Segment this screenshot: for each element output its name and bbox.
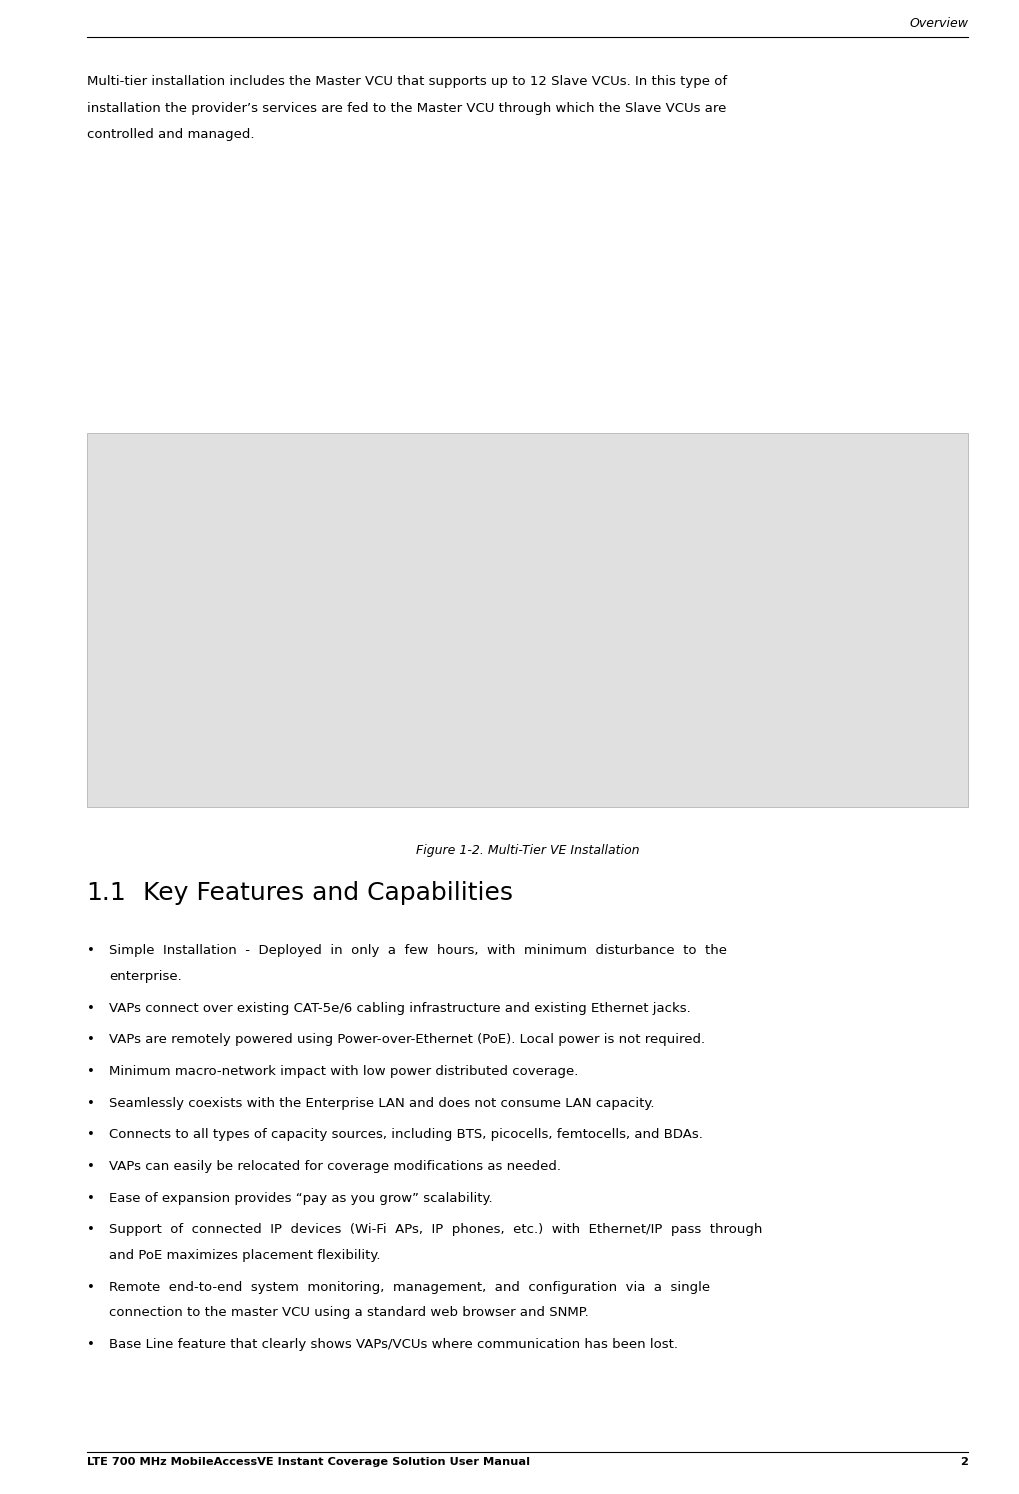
Text: •: • (87, 1339, 95, 1351)
Text: •: • (87, 1097, 95, 1110)
Text: 1.1: 1.1 (87, 881, 126, 905)
Text: VAPs connect over existing CAT-5e/6 cabling infrastructure and existing Ethernet: VAPs connect over existing CAT-5e/6 cabl… (109, 1001, 691, 1014)
FancyBboxPatch shape (87, 433, 968, 807)
Text: •: • (87, 1192, 95, 1204)
Text: •: • (87, 1159, 95, 1173)
Text: •: • (87, 1280, 95, 1294)
Text: Multi-tier installation includes the Master VCU that supports up to 12 Slave VCU: Multi-tier installation includes the Mas… (87, 75, 727, 88)
Text: LTE 700 MHz MobileAccessVE Instant Coverage Solution User Manual: LTE 700 MHz MobileAccessVE Instant Cover… (87, 1457, 530, 1467)
Text: •: • (87, 1224, 95, 1237)
Text: Support  of  connected  IP  devices  (Wi-Fi  APs,  IP  phones,  etc.)  with  Eth: Support of connected IP devices (Wi-Fi A… (109, 1224, 762, 1237)
Text: VAPs are remotely powered using Power-over-Ethernet (PoE). Local power is not re: VAPs are remotely powered using Power-ov… (109, 1034, 705, 1046)
Text: Simple  Installation  -  Deployed  in  only  a  few  hours,  with  minimum  dist: Simple Installation - Deployed in only a… (109, 944, 727, 958)
Text: •: • (87, 1001, 95, 1014)
Text: •: • (87, 1065, 95, 1079)
Text: enterprise.: enterprise. (109, 970, 181, 983)
Text: •: • (87, 944, 95, 958)
Text: Overview: Overview (909, 16, 968, 30)
Text: controlled and managed.: controlled and managed. (87, 128, 254, 142)
Text: •: • (87, 1128, 95, 1141)
Text: Figure 1-2. Multi-Tier VE Installation: Figure 1-2. Multi-Tier VE Installation (416, 844, 639, 858)
Text: Base Line feature that clearly shows VAPs/VCUs where communication has been lost: Base Line feature that clearly shows VAP… (109, 1339, 678, 1351)
Text: installation the provider’s services are fed to the Master VCU through which the: installation the provider’s services are… (87, 102, 726, 115)
Text: connection to the master VCU using a standard web browser and SNMP.: connection to the master VCU using a sta… (109, 1306, 589, 1319)
Text: Ease of expansion provides “pay as you grow” scalability.: Ease of expansion provides “pay as you g… (109, 1192, 492, 1204)
Text: VAPs can easily be relocated for coverage modifications as needed.: VAPs can easily be relocated for coverag… (109, 1159, 561, 1173)
Text: Connects to all types of capacity sources, including BTS, picocells, femtocells,: Connects to all types of capacity source… (109, 1128, 703, 1141)
Text: Minimum macro-network impact with low power distributed coverage.: Minimum macro-network impact with low po… (109, 1065, 579, 1079)
Text: •: • (87, 1034, 95, 1046)
Text: and PoE maximizes placement flexibility.: and PoE maximizes placement flexibility. (109, 1249, 380, 1262)
Text: Key Features and Capabilities: Key Features and Capabilities (143, 881, 513, 905)
Text: Seamlessly coexists with the Enterprise LAN and does not consume LAN capacity.: Seamlessly coexists with the Enterprise … (109, 1097, 654, 1110)
Text: 2: 2 (960, 1457, 968, 1467)
Text: Remote  end-to-end  system  monitoring,  management,  and  configuration  via  a: Remote end-to-end system monitoring, man… (109, 1280, 710, 1294)
